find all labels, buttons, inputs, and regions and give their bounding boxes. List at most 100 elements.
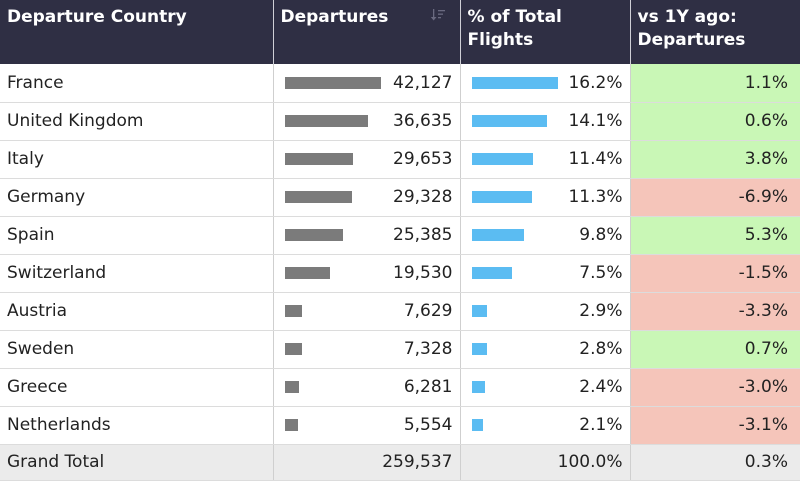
country-cell: Germany <box>0 178 274 217</box>
departures-bar <box>284 419 298 431</box>
share-value: 2.4% <box>579 377 623 397</box>
header-departure-country[interactable]: Departure Country <box>0 0 274 64</box>
grand-total-change: 0.3% <box>630 443 800 481</box>
departures-value: 42,127 <box>393 72 453 93</box>
share-value: 9.8% <box>579 225 623 245</box>
share-cell: 16.2% <box>460 64 631 103</box>
departures-value: 19,530 <box>393 263 453 283</box>
country-cell: Netherlands <box>0 406 274 445</box>
departures-value: 29,328 <box>393 187 453 207</box>
change-cell: 3.8% <box>630 140 800 179</box>
departures-bar <box>284 305 302 317</box>
departures-cell: 42,127 <box>273 64 461 103</box>
departures-value: 36,635 <box>393 111 453 131</box>
departures-bar <box>284 115 368 127</box>
share-bar <box>471 419 483 431</box>
header-departures-label: Departures <box>280 7 389 27</box>
share-cell: 7.5% <box>460 254 631 293</box>
table-row[interactable]: Austria 7,629 2.9% -3.3% <box>0 292 800 331</box>
country-cell: Sweden <box>0 330 274 369</box>
share-value: 2.8% <box>579 339 623 359</box>
table-row[interactable]: Germany 29,328 11.3% -6.9% <box>0 178 800 217</box>
country-cell: Greece <box>0 368 274 407</box>
departures-value: 29,653 <box>393 149 453 169</box>
share-value: 2.1% <box>579 415 623 435</box>
header-departures[interactable]: Departures <box>273 0 461 64</box>
departures-value: 25,385 <box>393 225 453 245</box>
share-value: 11.4% <box>568 149 623 169</box>
departures-bar <box>284 381 299 393</box>
share-bar <box>471 76 558 89</box>
share-value: 16.2% <box>568 72 623 93</box>
departures-cell: 29,328 <box>273 178 461 217</box>
header-row: Departure Country Departures % of Total … <box>0 0 800 64</box>
share-cell: 11.4% <box>460 140 631 179</box>
country-cell: United Kingdom <box>0 102 274 141</box>
country-cell: Spain <box>0 216 274 255</box>
share-bar <box>471 115 547 127</box>
share-value: 11.3% <box>568 187 623 207</box>
table-row[interactable]: France 42,127 16.2% 1.1% <box>0 64 800 103</box>
share-bar <box>471 153 533 165</box>
departures-cell: 7,328 <box>273 330 461 369</box>
grand-total-departures: 259,537 <box>273 443 461 481</box>
departures-cell: 29,653 <box>273 140 461 179</box>
departures-bar <box>284 229 343 241</box>
share-value: 7.5% <box>579 263 623 283</box>
change-cell: 1.1% <box>630 64 800 103</box>
change-cell: 0.7% <box>630 330 800 369</box>
change-cell: -3.3% <box>630 292 800 331</box>
share-bar <box>471 381 485 393</box>
change-cell: -1.5% <box>630 254 800 293</box>
grand-total-label: Grand Total <box>0 443 274 481</box>
departures-cell: 6,281 <box>273 368 461 407</box>
departures-bar <box>284 153 353 165</box>
share-cell: 11.3% <box>460 178 631 217</box>
departures-cell: 7,629 <box>273 292 461 331</box>
share-bar <box>471 267 512 279</box>
share-cell: 14.1% <box>460 102 631 141</box>
change-cell: 5.3% <box>630 216 800 255</box>
table-row[interactable]: Spain 25,385 9.8% 5.3% <box>0 216 800 255</box>
departures-cell: 36,635 <box>273 102 461 141</box>
table-row[interactable]: Netherlands 5,554 2.1% -3.1% <box>0 406 800 445</box>
share-cell: 2.8% <box>460 330 631 369</box>
share-value: 14.1% <box>568 111 623 131</box>
table-row[interactable]: Sweden 7,328 2.8% 0.7% <box>0 330 800 369</box>
table-row[interactable]: United Kingdom 36,635 14.1% 0.6% <box>0 102 800 141</box>
departures-bar <box>284 76 381 89</box>
grand-total-share: 100.0% <box>460 443 631 481</box>
departures-value: 6,281 <box>403 377 453 397</box>
share-bar <box>471 305 487 317</box>
country-cell: Austria <box>0 292 274 331</box>
country-cell: Switzerland <box>0 254 274 293</box>
table-row[interactable]: Greece 6,281 2.4% -3.0% <box>0 368 800 407</box>
departures-bar <box>284 191 352 203</box>
country-cell: Italy <box>0 140 274 179</box>
change-cell: -6.9% <box>630 178 800 217</box>
table-row[interactable]: Italy 29,653 11.4% 3.8% <box>0 140 800 179</box>
share-cell: 9.8% <box>460 216 631 255</box>
share-cell: 2.1% <box>460 406 631 445</box>
departures-value: 7,328 <box>403 339 453 359</box>
departures-cell: 25,385 <box>273 216 461 255</box>
departures-bar <box>284 267 330 279</box>
header-vs-1y-ago[interactable]: vs 1Y ago: Departures <box>630 0 800 64</box>
departures-cell: 5,554 <box>273 406 461 445</box>
header-share-of-flights[interactable]: % of Total Flights <box>460 0 631 64</box>
share-cell: 2.4% <box>460 368 631 407</box>
share-value: 2.9% <box>579 301 623 321</box>
change-cell: 0.6% <box>630 102 800 141</box>
change-cell: -3.1% <box>630 406 800 445</box>
departures-cell: 19,530 <box>273 254 461 293</box>
departures-value: 5,554 <box>403 415 453 435</box>
share-bar <box>471 229 524 241</box>
country-cell: France <box>0 64 274 103</box>
grand-total-row: Grand Total 259,537 100.0% 0.3% <box>0 443 800 481</box>
sort-icon[interactable] <box>430 8 446 22</box>
share-cell: 2.9% <box>460 292 631 331</box>
table-row[interactable]: Switzerland 19,530 7.5% -1.5% <box>0 254 800 293</box>
departures-bar <box>284 343 302 355</box>
share-bar <box>471 191 532 203</box>
